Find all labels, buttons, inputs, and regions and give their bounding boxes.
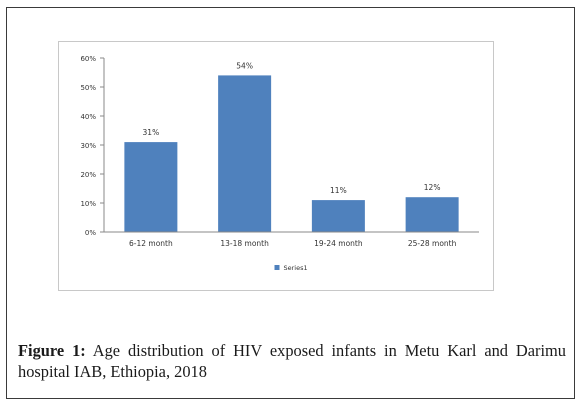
- figure-caption: Figure 1: Age distribution of HIV expose…: [18, 340, 566, 382]
- y-tick-label: 20%: [80, 171, 96, 179]
- x-tick-label: 25-28 month: [408, 239, 457, 248]
- x-tick-label: 13-18 month: [220, 239, 269, 248]
- legend: Series1: [274, 264, 308, 272]
- x-tick-label: 6-12 month: [129, 239, 173, 248]
- y-tick-label: 40%: [80, 113, 96, 121]
- x-axis: 6-12 month 13-18 month 19-24 month 25-28 mo…: [104, 231, 479, 248]
- bar: [311, 200, 365, 232]
- chart-area: 0% 10% 20% 30% 40% 50% 60% 31% 54% 11% 12% 6-12 m…: [58, 41, 494, 291]
- y-tick-label: 50%: [80, 84, 96, 92]
- y-tick-label: 10%: [80, 200, 96, 208]
- x-tick-label: 19-24 month: [314, 239, 363, 248]
- legend-swatch: [274, 265, 280, 270]
- data-label: 11%: [330, 186, 347, 195]
- bars: 31% 54% 11% 12%: [124, 61, 459, 233]
- y-tick-label: 30%: [80, 142, 96, 150]
- data-label: 54%: [236, 61, 253, 70]
- bar-chart: 0% 10% 20% 30% 40% 50% 60% 31% 54% 11% 12% 6-12 m…: [80, 55, 479, 272]
- data-label: 12%: [424, 183, 441, 192]
- bar: [124, 142, 178, 232]
- y-axis: 0% 10% 20% 30% 40% 50% 60%: [80, 55, 105, 237]
- y-tick-label: 0%: [85, 229, 96, 237]
- caption-text: Age distribution of HIV exposed infants …: [18, 341, 566, 381]
- legend-label: Series1: [284, 264, 308, 272]
- bar: [218, 75, 272, 233]
- caption-label: Figure 1:: [18, 341, 86, 360]
- data-label: 31%: [143, 128, 160, 137]
- y-tick-label: 60%: [80, 55, 96, 63]
- bar: [405, 197, 459, 232]
